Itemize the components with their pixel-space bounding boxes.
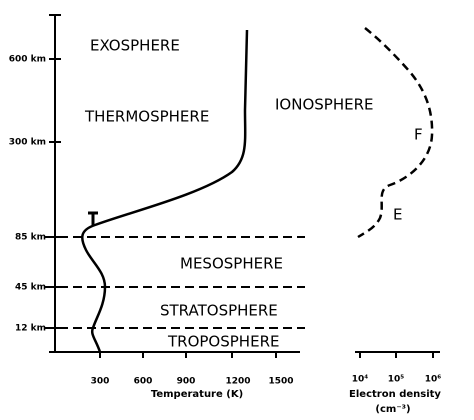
axis-unit: (cm⁻³) [375, 404, 410, 415]
layer-label: EXOSPHERE [90, 37, 180, 55]
density-tick: 10⁶ [425, 375, 442, 385]
layer-label: MESOSPHERE [180, 255, 283, 273]
density-tick: 10⁴ [352, 375, 369, 385]
temperature-tick: 600 [134, 377, 153, 387]
marker [88, 211, 98, 225]
layer-label: THERMOSPHERE [84, 108, 209, 126]
altitude-tick: 300 km [9, 138, 46, 148]
layer-label: TROPOSPHERE [167, 333, 279, 351]
temperature-curve [81, 29, 249, 353]
region-label: E [393, 206, 402, 224]
altitude-tick: 45 km [15, 283, 46, 293]
layer-label: STRATOSPHERE [160, 302, 278, 320]
altitude-tick: 600 km [9, 55, 46, 65]
density-tick: 10⁵ [388, 375, 405, 385]
temperature-tick: 900 [177, 377, 196, 387]
region-label: F [414, 126, 423, 144]
temperature-tick: 1500 [268, 377, 293, 387]
axis-title: Temperature (K) [151, 389, 243, 400]
altitude-tick: 85 km [15, 233, 46, 243]
temperature-tick: 300 [91, 377, 110, 387]
axes [49, 14, 440, 358]
temperature-tick: 1200 [225, 377, 250, 387]
boundaries [45, 236, 305, 329]
axis-title: Electron density [349, 389, 441, 400]
ionosphere-label: IONOSPHERE [275, 96, 373, 114]
density-curve [357, 27, 434, 239]
altitude-tick: 12 km [15, 324, 46, 334]
